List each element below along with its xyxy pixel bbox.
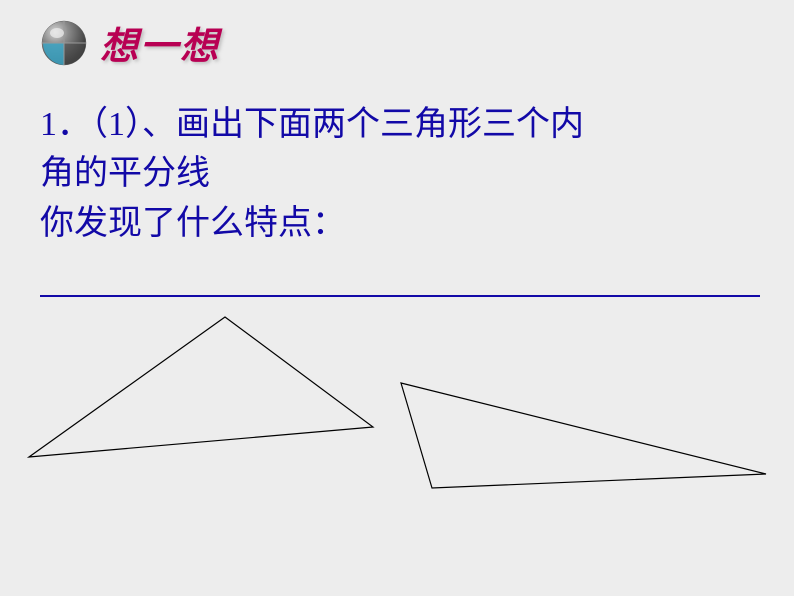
- page-title: 想一想: [100, 15, 220, 70]
- problem-line-1: 1．（1）、画出下面两个三角形三个内: [40, 100, 779, 149]
- triangle-2: [401, 383, 766, 488]
- sphere-icon: [40, 19, 88, 67]
- problem-content: 1．（1）、画出下面两个三角形三个内 角的平分线 你发现了什么特点：: [40, 100, 779, 297]
- header: 想一想: [40, 15, 220, 70]
- triangle-1: [29, 317, 373, 457]
- problem-line-2: 角的平分线: [40, 149, 779, 198]
- triangles-diagram: [0, 315, 794, 595]
- problem-underline: [40, 248, 779, 297]
- problem-line-3: 你发现了什么特点：: [40, 199, 779, 248]
- answer-blank-line: [40, 295, 760, 297]
